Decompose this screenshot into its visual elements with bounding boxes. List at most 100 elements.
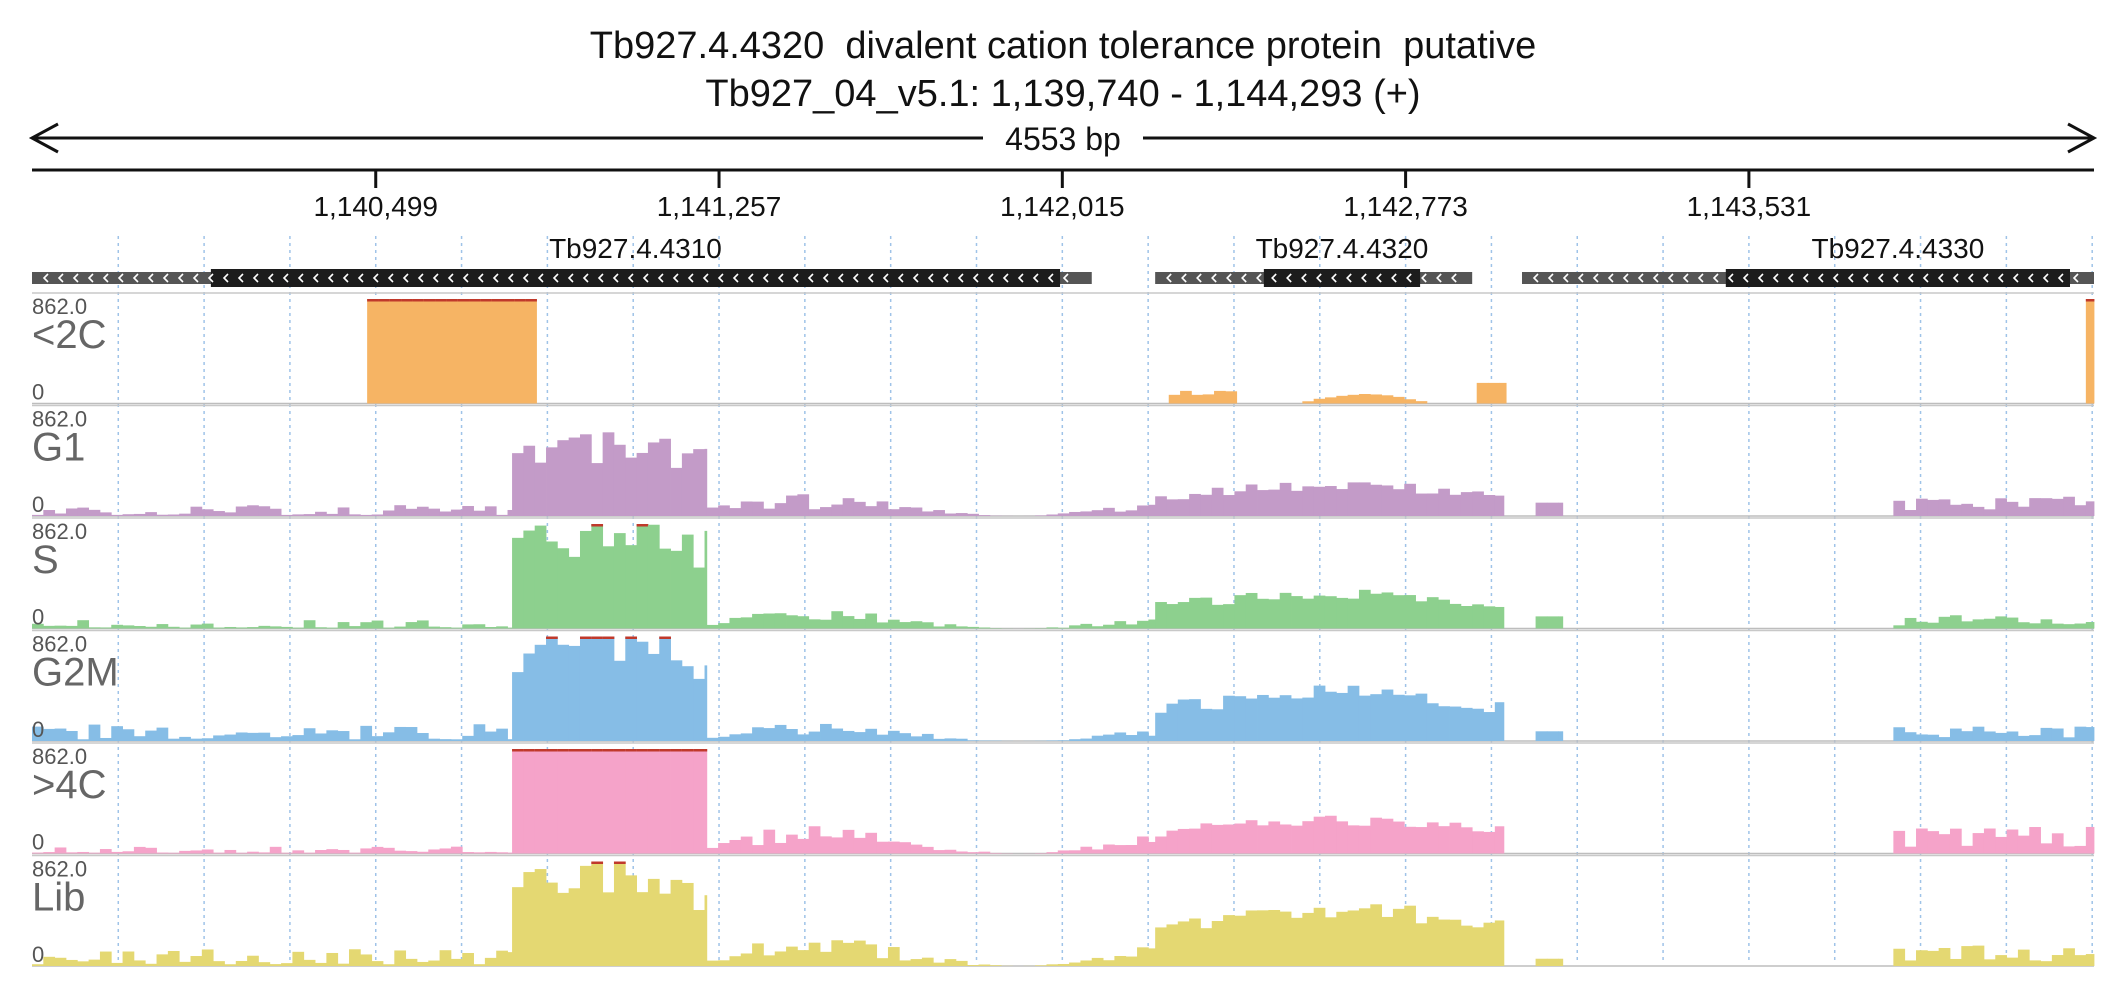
coverage-bar xyxy=(1137,731,1149,741)
coverage-bar xyxy=(1291,825,1303,854)
strand-arrow xyxy=(2057,273,2064,283)
coverage-bar xyxy=(933,962,945,966)
coverage-bar xyxy=(1961,946,1974,966)
strand-arrow xyxy=(117,273,124,283)
coverage-bar xyxy=(933,738,945,741)
coverage-bar xyxy=(326,627,339,629)
coverage-bar xyxy=(1313,816,1326,854)
coverage-bar xyxy=(1211,921,1224,966)
coverage-bar xyxy=(1103,624,1115,629)
coverage-bar xyxy=(729,956,742,966)
coverage-bar xyxy=(1449,822,1462,854)
strand-arrow xyxy=(1421,273,1427,283)
coverage-bar xyxy=(729,839,742,854)
coverage-bar xyxy=(808,619,821,629)
saturation-marker xyxy=(636,749,649,752)
coverage-bar xyxy=(1535,958,1548,966)
coverage-bar xyxy=(1916,734,1928,741)
coverage-bar xyxy=(1483,494,1496,516)
coverage-bar xyxy=(786,615,798,629)
strand-arrow xyxy=(462,273,469,283)
gene-Tb927.4.4320: Tb927.4.4320 xyxy=(1155,233,1473,287)
coverage-bar xyxy=(292,951,305,966)
strand-arrow xyxy=(1211,273,1217,283)
coverage-bar xyxy=(718,843,730,854)
strand-arrow xyxy=(2042,273,2049,283)
coverage-bar xyxy=(978,627,991,629)
coverage-bar xyxy=(512,453,524,516)
track-ymin-label: 0 xyxy=(32,380,44,405)
track-ymin-label: 0 xyxy=(32,830,44,855)
coverage-bar xyxy=(1904,732,1917,741)
coverage-bar xyxy=(439,848,452,854)
coverage-bar xyxy=(1069,625,1081,629)
strand-arrow xyxy=(1047,273,1054,283)
coverage-bar xyxy=(740,836,753,854)
coverage-bar xyxy=(1415,493,1428,516)
track-x4C: 862.0>4C 0 xyxy=(32,742,2095,855)
coverage-bar xyxy=(1189,699,1201,741)
strand-arrow xyxy=(1742,273,1749,283)
coverage-bar xyxy=(876,622,889,629)
coverage-bar xyxy=(1438,826,1450,854)
coverage-bar xyxy=(681,749,694,854)
coverage-bar xyxy=(394,505,407,516)
saturation-marker xyxy=(412,299,425,302)
saturation-marker xyxy=(546,749,558,752)
track-G1: 862.0G1 0 xyxy=(32,404,2095,517)
coverage-bar xyxy=(315,627,327,629)
coverage-bar xyxy=(831,504,844,516)
coverage-bar xyxy=(2074,726,2087,741)
coverage-bar xyxy=(808,826,821,854)
coverage-bar xyxy=(659,749,671,854)
saturation-marker xyxy=(514,299,527,302)
coverage-bar xyxy=(831,837,844,854)
coverage-bar xyxy=(1245,698,1258,741)
coverage-bar xyxy=(842,942,855,966)
span-arrow-left-head xyxy=(28,122,59,154)
coverage-bar xyxy=(2074,845,2087,854)
strand-arrow xyxy=(1592,273,1599,283)
coverage-bar xyxy=(281,963,293,966)
coverage-bar xyxy=(921,957,934,966)
coverage-bar xyxy=(933,510,945,516)
coverage-bar xyxy=(43,956,56,966)
coverage-bar xyxy=(450,958,463,966)
coverage-bar xyxy=(111,624,123,629)
strand-arrow xyxy=(807,273,814,283)
coverage-bar xyxy=(797,494,810,516)
coverage-bar xyxy=(704,895,708,966)
coverage-bar xyxy=(360,848,373,854)
strand-arrow xyxy=(417,273,424,283)
coverage-bar xyxy=(405,727,418,741)
coverage-bar xyxy=(1972,945,1985,966)
track-name-label: >4C xyxy=(32,763,107,807)
coverage-bar xyxy=(876,501,889,516)
coverage-bar xyxy=(1069,739,1081,741)
strand-arrow xyxy=(1271,273,1277,283)
coverage-bar xyxy=(808,731,821,741)
strand-arrow xyxy=(252,273,259,283)
coverage-bar xyxy=(484,506,497,516)
track-S: 862.0S 0 xyxy=(32,517,2095,630)
coverage-bar xyxy=(77,620,90,629)
strand-arrow xyxy=(177,273,184,283)
coverage-bar xyxy=(1494,826,1505,854)
coverage-bar xyxy=(523,445,536,516)
coverage-bar xyxy=(122,851,135,854)
coverage-bar xyxy=(1347,482,1360,516)
coverage-bar xyxy=(224,964,237,966)
coverage-bar xyxy=(752,727,764,741)
coverage-bar xyxy=(2017,835,2030,854)
coverage-bar xyxy=(557,644,570,741)
strand-arrow xyxy=(1802,273,1809,283)
coverage-bar xyxy=(1125,956,1138,966)
coverage-bar xyxy=(99,627,112,629)
coverage-bar xyxy=(523,872,536,966)
strand-arrow xyxy=(1331,273,1337,283)
span-arrow-right-head xyxy=(2067,122,2098,154)
coverage-bar xyxy=(405,958,418,966)
saturation-marker xyxy=(446,299,459,302)
coverage-bar xyxy=(462,735,474,741)
coverage-bar xyxy=(1114,621,1127,629)
